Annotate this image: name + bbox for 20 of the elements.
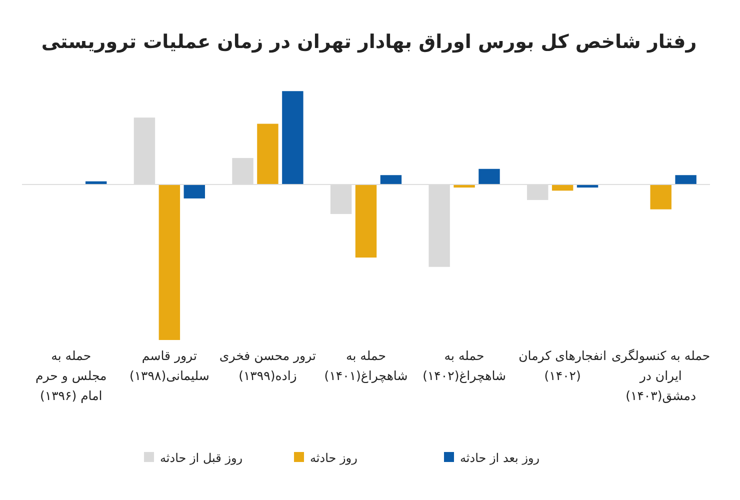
chart-title: رفتار شاخص کل بورس اوراق بهادار تهران در زمان عملیات تروریستی <box>41 31 697 53</box>
bar <box>355 184 377 258</box>
x-tick-label: انفجارهای کرمان (۱۴۰۲) <box>518 348 607 383</box>
x-tick-label: حمله به مجلس و حرم امام (۱۳۹۶) <box>36 348 107 403</box>
bar <box>257 124 278 184</box>
bar <box>478 168 500 184</box>
bar <box>158 184 180 340</box>
bar <box>675 175 696 184</box>
x-tick-label: حمله به شاهچراغ(۱۴۰۱) <box>324 348 408 384</box>
x-tick-label: ترور محسن فخری زاده(۱۳۹۹) <box>219 348 317 384</box>
bar <box>380 175 402 184</box>
x-tick-label: حمله به شاهچراغ(۱۴۰۲) <box>422 348 506 384</box>
legend-label: روز حادثه <box>310 451 358 465</box>
bar <box>282 91 304 184</box>
bar <box>650 184 672 210</box>
legend-label: روز بعد از حادثه <box>460 451 540 465</box>
x-tick-label: ترور قاسم سلیمانی(۱۳۹۸) <box>129 348 210 383</box>
x-tick-label: حمله به کنسولگری ایران در دمشق(۱۴۰۳) <box>612 348 710 404</box>
legend-label: روز قبل از حادثه <box>160 451 243 465</box>
bar <box>184 184 205 198</box>
